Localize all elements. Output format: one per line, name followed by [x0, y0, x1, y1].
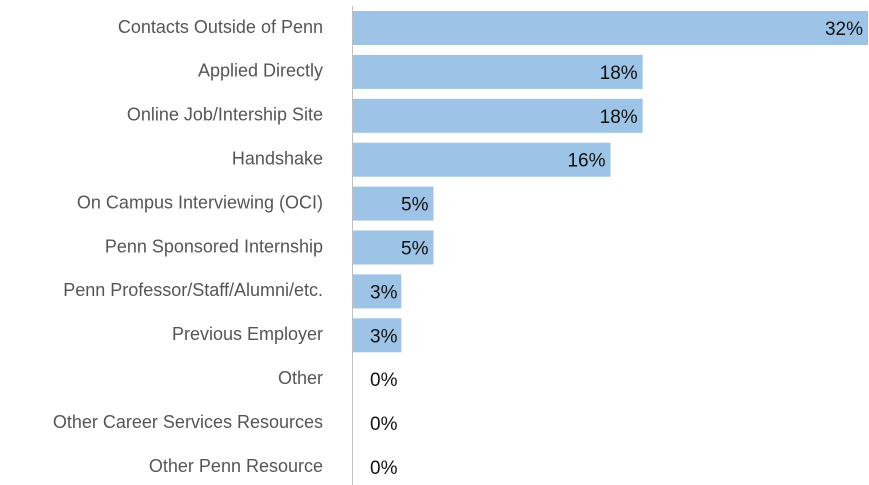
- value-label: 5%: [401, 239, 429, 260]
- value-label: 0%: [370, 370, 398, 391]
- category-label: Contacts Outside of Penn: [118, 17, 323, 37]
- category-label: Previous Employer: [172, 324, 323, 344]
- bar: [353, 274, 402, 309]
- value-label: 0%: [370, 458, 398, 479]
- category-label: Handshake: [232, 148, 323, 168]
- value-label: 5%: [401, 195, 429, 216]
- category-label: Applied Directly: [198, 61, 323, 81]
- value-label: 3%: [370, 326, 398, 347]
- value-label: 16%: [567, 151, 605, 172]
- value-label: 18%: [600, 107, 638, 128]
- value-label: 3%: [370, 282, 398, 303]
- bar: [353, 54, 643, 89]
- bar: [353, 11, 868, 45]
- bar: [353, 318, 402, 353]
- category-label: Other Career Services Resources: [53, 412, 323, 432]
- category-label: Penn Sponsored Internship: [105, 236, 323, 256]
- category-label: Online Job/Intership Site: [127, 105, 323, 125]
- value-label: 32%: [825, 19, 863, 40]
- value-label: 18%: [600, 63, 638, 84]
- category-label: Other: [278, 368, 323, 388]
- bar: [353, 186, 434, 221]
- bar: [353, 98, 643, 133]
- bar: [353, 230, 434, 265]
- bar: [353, 142, 611, 177]
- category-label: Other Penn Resource: [149, 456, 323, 476]
- category-label: Penn Professor/Staff/Alumni/etc.: [63, 280, 323, 300]
- value-label: 0%: [370, 414, 398, 435]
- category-label: On Campus Interviewing (OCI): [77, 192, 323, 212]
